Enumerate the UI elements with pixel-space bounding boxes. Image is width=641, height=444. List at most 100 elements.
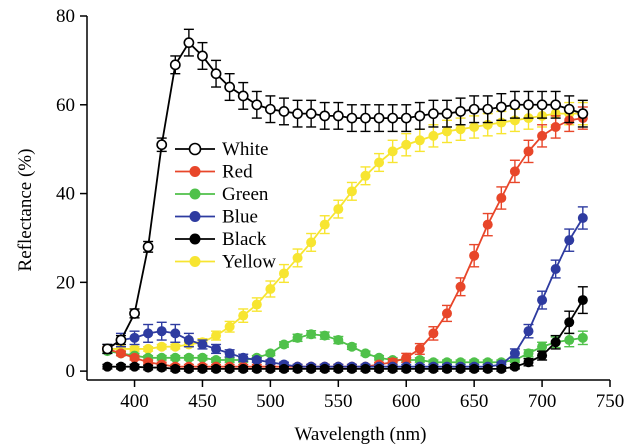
- legend-item-white: White: [175, 139, 268, 160]
- y-tick-label: 60: [56, 95, 75, 116]
- y-tick-label: 40: [56, 184, 75, 205]
- data-point: [319, 363, 330, 374]
- data-point: [469, 121, 480, 132]
- x-tick-label: 650: [460, 391, 489, 412]
- data-point: [156, 341, 167, 352]
- data-point: [428, 363, 439, 374]
- data-point: [224, 81, 236, 93]
- legend-item-black: Black: [175, 229, 267, 250]
- data-point: [197, 50, 208, 62]
- y-tick-label: 20: [56, 272, 75, 293]
- data-point: [143, 328, 154, 339]
- data-point: [224, 348, 235, 359]
- data-point: [238, 352, 249, 363]
- data-point: [251, 363, 262, 374]
- data-point: [496, 193, 507, 203]
- data-point: [115, 348, 126, 359]
- data-point: [455, 281, 466, 292]
- data-point: [509, 166, 520, 177]
- data-point: [251, 299, 262, 310]
- data-point: [387, 112, 399, 124]
- data-point: [414, 110, 426, 122]
- data-point: [101, 343, 113, 355]
- data-point: [537, 341, 548, 352]
- data-point: [183, 363, 194, 374]
- data-point: [346, 186, 357, 197]
- x-tick-label: 700: [528, 391, 557, 412]
- data-point: [441, 308, 452, 319]
- data-point: [183, 352, 194, 363]
- data-point: [550, 99, 562, 111]
- data-point: [577, 108, 589, 120]
- legend-label: Red: [222, 162, 253, 183]
- x-tick-label: 600: [392, 391, 421, 412]
- legend-label: Yellow: [222, 252, 276, 273]
- data-point: [374, 157, 385, 168]
- data-point: [509, 99, 521, 111]
- data-point: [509, 361, 520, 372]
- series-line-white: [106, 41, 584, 350]
- data-point: [129, 308, 140, 319]
- data-point: [211, 343, 222, 354]
- data-point: [333, 204, 344, 215]
- legend-item-red: Red: [175, 162, 253, 183]
- data-point: [169, 59, 181, 71]
- data-point: [102, 361, 113, 372]
- y-tick-label: 80: [56, 6, 75, 27]
- data-point: [455, 124, 466, 135]
- data-point: [537, 130, 548, 141]
- data-point: [305, 108, 317, 120]
- data-point: [183, 37, 195, 49]
- legend-item-yellow: Yellow: [175, 252, 276, 273]
- data-point: [536, 99, 548, 111]
- data-point: [251, 99, 263, 111]
- data-point: [265, 363, 276, 374]
- data-point: [469, 250, 480, 261]
- data-point: [346, 341, 357, 352]
- legend-label: Black: [222, 229, 267, 250]
- legend-label: White: [222, 139, 268, 160]
- data-point: [455, 363, 466, 374]
- data-point: [170, 363, 181, 374]
- data-point: [550, 337, 561, 348]
- data-point: [143, 343, 154, 354]
- data-point: [564, 317, 575, 328]
- data-point: [156, 139, 168, 151]
- data-point: [523, 348, 534, 359]
- data-point: [319, 219, 330, 230]
- legend-label: Green: [222, 184, 269, 205]
- legend-marker: [189, 166, 201, 177]
- data-point: [346, 112, 358, 124]
- data-point: [129, 332, 140, 343]
- x-tick-label: 750: [596, 391, 625, 412]
- data-point: [142, 241, 154, 253]
- data-point: [197, 352, 208, 363]
- data-point: [251, 355, 262, 366]
- data-point: [197, 339, 208, 350]
- y-tick-label: 0: [66, 361, 76, 382]
- data-point: [441, 126, 452, 137]
- data-point: [115, 361, 126, 372]
- data-point: [211, 330, 222, 341]
- data-point: [292, 252, 303, 263]
- data-point: [306, 363, 317, 374]
- axes: 0 20 40 60 80 400 450 500 550 600 650 700 750: [56, 6, 624, 412]
- x-axis-title: Wavelength (nm): [295, 424, 427, 444]
- data-point: [332, 110, 344, 122]
- data-point: [278, 268, 289, 279]
- data-point: [210, 68, 222, 80]
- data-point: [264, 103, 276, 115]
- data-point: [265, 348, 276, 359]
- data-point: [441, 108, 453, 120]
- data-point: [238, 363, 249, 374]
- x-tick-label: 400: [120, 391, 149, 412]
- data-point: [414, 363, 425, 374]
- series-white: [101, 28, 589, 355]
- data-point: [183, 335, 194, 346]
- data-point: [306, 237, 317, 248]
- data-point: [550, 121, 561, 132]
- data-point: [401, 352, 412, 363]
- data-point: [224, 363, 235, 374]
